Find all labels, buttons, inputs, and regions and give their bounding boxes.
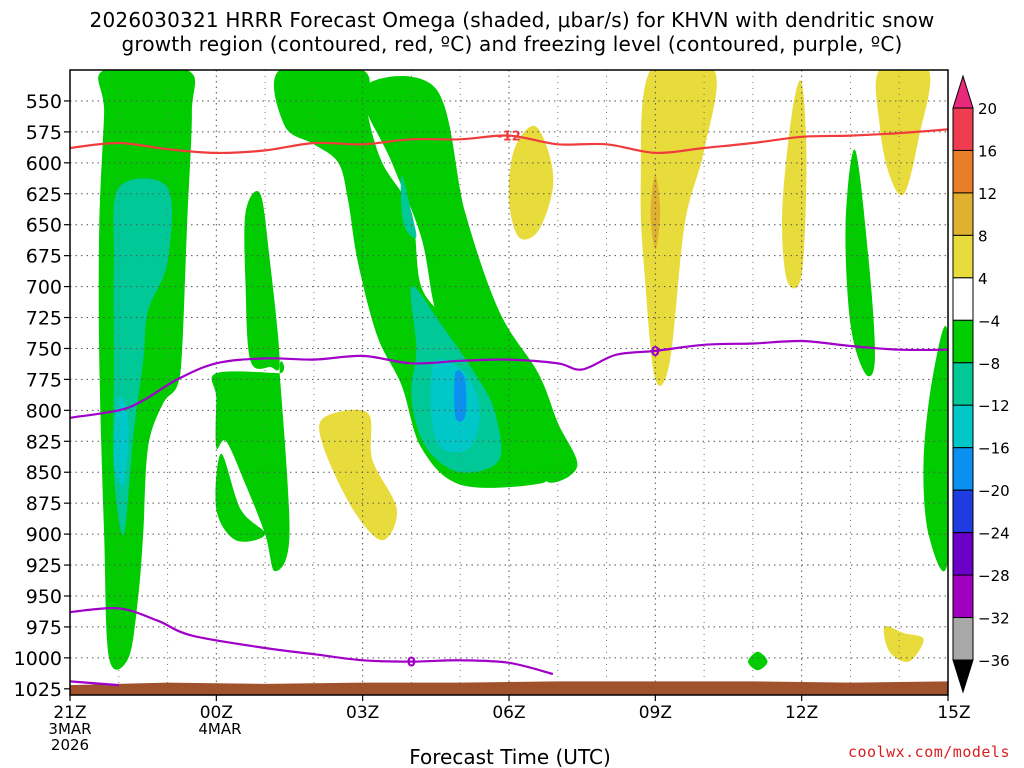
colorbar-label-8: −16	[978, 440, 1010, 458]
colorbar-swatch-7	[952, 404, 974, 449]
colorbar-label-9: −20	[978, 482, 1010, 500]
x-tick-label-3-1: 4MAR	[198, 720, 241, 738]
omega-region-7	[923, 326, 948, 572]
omega-region-14	[454, 370, 467, 422]
omega-region-8	[748, 651, 768, 671]
colorbar-swatch-8	[952, 447, 974, 491]
colorbar-swatch-1	[952, 149, 974, 194]
contour-layer: -12 0 0	[70, 128, 948, 687]
colorbar-over-arrow	[952, 74, 974, 109]
colorbar-swatch-4	[952, 277, 974, 321]
omega-region-0	[98, 70, 196, 670]
y-tick-label-725: 725	[26, 308, 62, 330]
x-tick-label-0-1: 3MAR	[48, 720, 91, 738]
y-tick-label-600: 600	[26, 153, 62, 175]
colorbar-label-7: −12	[978, 397, 1010, 415]
colorbar-label-1: 16	[978, 142, 997, 160]
x-tick-label-0-2: 2026	[51, 736, 89, 754]
y-tick-label-825: 825	[26, 431, 62, 453]
omega-region-16	[319, 409, 397, 541]
omega-region-6	[845, 149, 875, 377]
omega-region-11	[400, 175, 417, 239]
y-tick-label-700: 700	[26, 277, 62, 299]
y-tick-label-800: 800	[26, 400, 62, 422]
x-tick-label-15-0: 12Z	[785, 703, 818, 723]
y-tick-label-975: 975	[26, 617, 62, 639]
colorbar-swatch-11	[952, 574, 974, 619]
x-axis-title: Forecast Time (UTC)	[409, 745, 611, 768]
omega-region-2	[244, 191, 280, 371]
y-tick-label-750: 750	[26, 338, 62, 360]
x-tick-label-18-0: 15Z	[937, 703, 970, 723]
colorbar-under-arrow	[952, 659, 974, 694]
x-tick-label-0-0: 21Z	[53, 703, 86, 723]
colorbar-label-12: −32	[978, 610, 1010, 628]
colorbar-label-4: 4	[978, 270, 988, 288]
colorbar-legend: 20 16 12 8 4 −4 −8 −12 −16 −20 −24 −28 −32 −36	[952, 74, 1010, 694]
gridlines	[69, 70, 949, 695]
terrain-fill	[70, 681, 948, 695]
omega-region-19	[875, 70, 931, 196]
terrain-layer	[70, 681, 948, 695]
omega-region-21	[650, 175, 661, 250]
colorbar-label-0: 20	[978, 100, 997, 118]
y-tick-label-875: 875	[26, 493, 62, 515]
colorbar-swatch-3	[952, 234, 974, 279]
colorbar-label-6: −8	[978, 355, 1000, 373]
y-tick-label-775: 775	[26, 369, 62, 391]
colorbar-label-3: 8	[978, 227, 988, 245]
colorbar-swatch-6	[952, 362, 974, 406]
y-tick-label-675: 675	[26, 246, 62, 268]
y-tick-label-575: 575	[26, 122, 62, 144]
credit-text: coolwx.com/models	[847, 743, 1010, 761]
omega-region-1	[211, 361, 290, 572]
colorbar-swatch-2	[952, 192, 974, 236]
colorbar-swatch-0	[952, 107, 974, 151]
colorbar-swatch-5	[952, 319, 974, 364]
y-tick-label-850: 850	[26, 462, 62, 484]
chart-title-line1: 2026030321 HRRR Forecast Omega (shaded, …	[89, 8, 935, 32]
y-tick-label-1000: 1000	[14, 648, 62, 670]
contour-line-3	[70, 680, 119, 687]
colorbar-swatch-9	[952, 489, 974, 534]
y-tick-label-550: 550	[26, 91, 62, 113]
contour-label-0: -12	[497, 130, 521, 145]
omega-region-13	[113, 396, 129, 486]
contour-label-2: 0	[407, 656, 416, 671]
y-tick-label-1025: 1025	[14, 679, 62, 701]
y-tick-label-625: 625	[26, 184, 62, 206]
y-tick-label-650: 650	[26, 215, 62, 237]
chart-title-line2: growth region (contoured, red, ºC) and f…	[121, 32, 903, 56]
x-tick-label-6-0: 03Z	[346, 703, 379, 723]
contour-line-1	[70, 339, 948, 419]
colorbar-label-13: −36	[978, 652, 1010, 670]
y-tick-label-950: 950	[26, 586, 62, 608]
omega-region-18	[782, 80, 807, 289]
colorbar-label-2: 12	[978, 185, 997, 203]
omega-region-5	[361, 75, 578, 483]
omega-region-20	[883, 626, 924, 662]
colorbar-label-11: −28	[978, 567, 1010, 585]
colorbar-swatch-10	[952, 532, 974, 576]
colorbar-swatch-12	[952, 617, 974, 661]
x-tick-label-3-0: 00Z	[200, 703, 233, 723]
contour-line-2	[70, 607, 554, 676]
y-axis: 550 575 600 625 650 675 700 725 750 775 800 825 850 8…	[14, 91, 70, 701]
y-tick-label-900: 900	[26, 524, 62, 546]
omega-shading-layer	[98, 70, 948, 671]
colorbar-label-10: −24	[978, 525, 1010, 543]
colorbar-label-5: −4	[978, 312, 1000, 330]
omega-region-15	[508, 125, 554, 240]
y-tick-label-925: 925	[26, 555, 62, 577]
omega-region-3	[215, 453, 266, 542]
x-tick-label-9-0: 06Z	[492, 703, 525, 723]
contour-label-1: 0	[651, 345, 660, 360]
contour-line-0	[70, 128, 948, 155]
x-tick-label-12-0: 09Z	[639, 703, 672, 723]
